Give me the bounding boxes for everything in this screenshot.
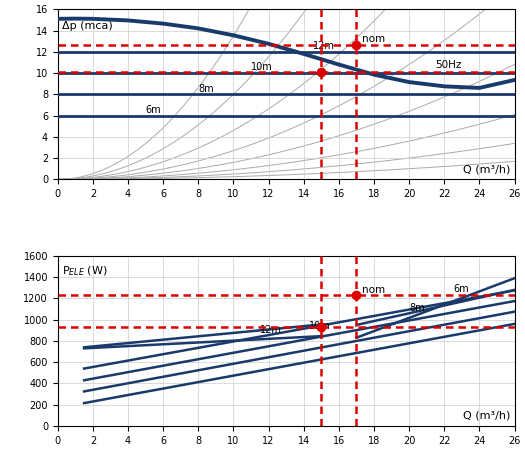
Text: P$_{ELE}$ (W): P$_{ELE}$ (W) <box>62 264 108 278</box>
Text: 8m: 8m <box>409 303 425 313</box>
Text: 12m: 12m <box>260 325 281 336</box>
Text: 6m: 6m <box>145 105 161 115</box>
Text: 12m: 12m <box>312 41 334 51</box>
Text: Δp (mca): Δp (mca) <box>62 21 113 31</box>
Text: 10m: 10m <box>251 63 273 72</box>
Text: 10m: 10m <box>309 321 331 331</box>
Text: 50Hz: 50Hz <box>435 60 462 70</box>
Text: 6m: 6m <box>453 284 469 294</box>
Text: nom: nom <box>362 285 385 294</box>
Text: nom: nom <box>362 34 385 44</box>
Text: 8m: 8m <box>198 84 214 94</box>
Text: Q (m³/h): Q (m³/h) <box>463 164 510 174</box>
Text: Q (m³/h): Q (m³/h) <box>463 411 510 421</box>
